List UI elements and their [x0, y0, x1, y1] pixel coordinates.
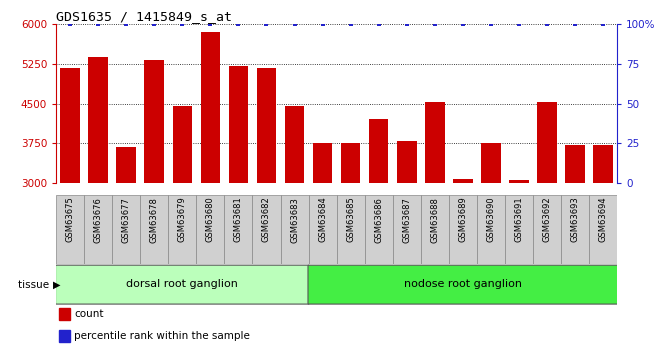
Bar — [172, 106, 192, 183]
Bar — [341, 143, 360, 183]
Text: GSM63692: GSM63692 — [543, 197, 552, 242]
Text: GSM63690: GSM63690 — [486, 197, 496, 242]
Text: GSM63679: GSM63679 — [178, 197, 187, 243]
FancyBboxPatch shape — [533, 195, 561, 264]
FancyBboxPatch shape — [84, 195, 112, 264]
Bar — [565, 145, 585, 183]
Text: GSM63683: GSM63683 — [290, 197, 299, 243]
FancyBboxPatch shape — [449, 195, 477, 264]
Bar — [453, 179, 473, 183]
Bar — [228, 67, 248, 183]
Bar — [257, 68, 277, 183]
Text: GSM63685: GSM63685 — [346, 197, 355, 243]
Text: nodose root ganglion: nodose root ganglion — [404, 279, 522, 289]
Text: GSM63681: GSM63681 — [234, 197, 243, 243]
Bar — [425, 102, 445, 183]
Text: count: count — [75, 309, 104, 319]
Bar — [116, 147, 136, 183]
FancyBboxPatch shape — [477, 195, 505, 264]
Bar — [593, 145, 613, 183]
FancyBboxPatch shape — [505, 195, 533, 264]
Text: GSM63682: GSM63682 — [262, 197, 271, 243]
FancyBboxPatch shape — [112, 195, 140, 264]
FancyBboxPatch shape — [421, 195, 449, 264]
FancyBboxPatch shape — [252, 195, 280, 264]
Text: GSM63694: GSM63694 — [599, 197, 608, 242]
FancyBboxPatch shape — [561, 195, 589, 264]
FancyBboxPatch shape — [280, 195, 309, 264]
Text: GSM63693: GSM63693 — [570, 197, 579, 243]
Bar — [59, 308, 70, 321]
Text: GSM63691: GSM63691 — [514, 197, 523, 242]
FancyBboxPatch shape — [309, 195, 337, 264]
Text: GSM63686: GSM63686 — [374, 197, 383, 243]
Bar — [145, 60, 164, 183]
FancyBboxPatch shape — [589, 195, 617, 264]
Bar — [397, 140, 416, 183]
Text: tissue: tissue — [18, 280, 53, 289]
Text: dorsal root ganglion: dorsal root ganglion — [126, 279, 238, 289]
Text: GSM63675: GSM63675 — [65, 197, 75, 243]
Text: percentile rank within the sample: percentile rank within the sample — [75, 331, 250, 341]
Bar — [313, 143, 333, 183]
Text: GSM63676: GSM63676 — [94, 197, 103, 243]
Bar — [284, 106, 304, 183]
FancyBboxPatch shape — [224, 195, 252, 264]
FancyBboxPatch shape — [197, 195, 224, 264]
Text: GSM63677: GSM63677 — [121, 197, 131, 243]
FancyBboxPatch shape — [365, 195, 393, 264]
FancyBboxPatch shape — [393, 195, 421, 264]
Bar — [369, 119, 389, 183]
Bar — [201, 32, 220, 183]
Bar — [537, 102, 557, 183]
Bar — [59, 330, 70, 342]
Text: GSM63688: GSM63688 — [430, 197, 440, 243]
Text: GDS1635 / 1415849_s_at: GDS1635 / 1415849_s_at — [56, 10, 232, 23]
Text: ▶: ▶ — [53, 280, 60, 289]
Text: GSM63687: GSM63687 — [402, 197, 411, 243]
Text: GSM63680: GSM63680 — [206, 197, 215, 243]
Bar — [60, 68, 80, 183]
FancyBboxPatch shape — [168, 195, 197, 264]
Text: GSM63684: GSM63684 — [318, 197, 327, 243]
Text: GSM63689: GSM63689 — [458, 197, 467, 243]
Bar — [88, 57, 108, 183]
FancyBboxPatch shape — [140, 195, 168, 264]
FancyBboxPatch shape — [56, 195, 84, 264]
Bar — [481, 143, 501, 183]
FancyBboxPatch shape — [308, 265, 618, 304]
FancyBboxPatch shape — [55, 265, 309, 304]
Bar — [509, 180, 529, 183]
FancyBboxPatch shape — [337, 195, 365, 264]
Text: GSM63678: GSM63678 — [150, 197, 159, 243]
